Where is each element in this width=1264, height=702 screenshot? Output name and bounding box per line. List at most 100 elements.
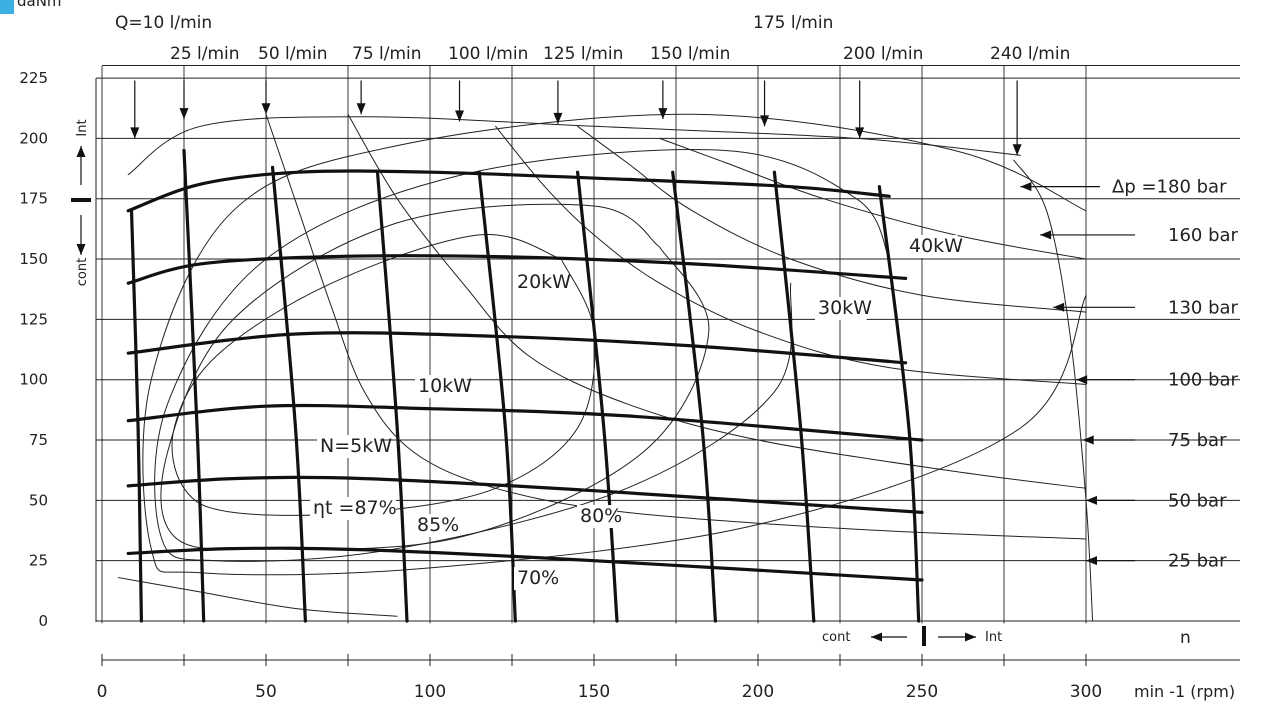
flow-line-2 xyxy=(270,165,307,623)
flow-line-5 xyxy=(576,170,619,623)
efficiency-contour-2 xyxy=(154,149,890,562)
pressure-label-2: 130 bar xyxy=(1168,297,1239,318)
flow-arrow-8-head xyxy=(855,127,865,139)
arrow-cont-left-head xyxy=(76,244,86,255)
flow-line-8 xyxy=(877,185,921,623)
legend-int-left: Int xyxy=(75,119,90,136)
x-tick-label-0: 0 xyxy=(97,682,108,702)
flow-label-1: 25 l/min xyxy=(170,44,240,64)
x-tick-label-5: 250 xyxy=(906,682,938,702)
pressure-line-1 xyxy=(126,475,924,514)
y-tick-label-2: 50 xyxy=(29,491,48,509)
flow-arrow-9-head xyxy=(1012,144,1022,156)
power-curve-2 xyxy=(495,125,1087,385)
flow-arrow-6-head xyxy=(658,108,668,120)
power-label-2: 20kW xyxy=(517,271,571,293)
flow-line-0 xyxy=(129,209,143,623)
power-label-4-bg xyxy=(906,235,958,258)
legend-int-bottom: Int xyxy=(985,630,1002,645)
flow-label-7: 175 l/min xyxy=(753,13,833,33)
pressure-label-3: 100 bar xyxy=(1168,370,1239,391)
efficiency-label-2: 80% xyxy=(580,505,622,527)
pressure-arrow-2-head xyxy=(1053,302,1065,312)
y-tick-label-5: 125 xyxy=(19,310,48,328)
efficiency-label-3-bg xyxy=(514,567,555,590)
power-label-1: 10kW xyxy=(418,375,472,397)
efficiency-contour-3 xyxy=(142,113,1087,576)
y-tick-label-0: 0 xyxy=(38,612,48,630)
pressure-arrow-3-head xyxy=(1076,375,1088,385)
x-axis-label: min -1 (rpm) xyxy=(1134,682,1235,701)
pressure-label-1: 160 bar xyxy=(1168,225,1239,246)
pressure-arrow-4-head xyxy=(1082,435,1094,445)
corner-marker xyxy=(0,0,14,14)
y-tick-label-8: 200 xyxy=(19,129,48,147)
power-label-0: N=5kW xyxy=(320,435,392,457)
efficiency-label-1: 85% xyxy=(417,514,459,536)
flow-arrow-5-head xyxy=(553,112,563,124)
y-tick-label-9: 225 xyxy=(19,69,48,87)
flow-arrow-2-head xyxy=(261,103,271,115)
max-speed-curve xyxy=(1013,159,1094,622)
flow-label-5: 125 l/min xyxy=(543,44,623,64)
efficiency-label-2-bg xyxy=(577,505,618,528)
flow-label-8: 200 l/min xyxy=(843,44,923,64)
power-label-0-bg xyxy=(317,435,380,458)
legend-cont-left: cont xyxy=(75,258,90,286)
legend-cont-bottom: cont xyxy=(822,630,850,645)
pressure-label-6: 25 bar xyxy=(1168,551,1227,572)
y-tick-label-4: 100 xyxy=(19,371,48,389)
efficiency-label-0: ηt =87% xyxy=(313,497,397,519)
arrow-int-bottom-head xyxy=(965,632,976,642)
x-tick-label-2: 100 xyxy=(414,682,446,702)
pressure-arrow-6-head xyxy=(1086,556,1097,566)
arrow-int-left-head xyxy=(76,146,86,157)
efficiency-label-3: 70% xyxy=(517,567,559,589)
power-curve-0 xyxy=(265,113,1087,540)
flow-arrow-4-head xyxy=(455,110,465,122)
efficiency-label-0-bg xyxy=(310,497,396,520)
flow-label-3: 75 l/min xyxy=(352,44,422,64)
x-tick-label-6: 300 xyxy=(1070,682,1102,702)
x-tick-label-1: 50 xyxy=(255,682,277,702)
flow-label-0: Q=10 l/min xyxy=(115,13,212,33)
y-tick-label-1: 25 xyxy=(29,552,48,570)
y-tick-label-7: 175 xyxy=(19,190,48,208)
flow-line-7 xyxy=(772,170,816,623)
pressure-arrow-0-head xyxy=(1020,182,1032,192)
pressure-label-0: Δp =180 bar xyxy=(1112,177,1227,198)
power-curve-4 xyxy=(659,137,1087,260)
corner-label: daNm xyxy=(17,0,62,10)
top-envelope-curve xyxy=(127,116,1021,176)
pressure-label-4: 75 bar xyxy=(1168,430,1227,451)
flow-label-6: 150 l/min xyxy=(650,44,730,64)
flow-line-3 xyxy=(375,170,409,623)
cont-int-divider-bottom xyxy=(922,626,926,646)
flow-label-9: 240 l/min xyxy=(990,44,1070,64)
cont-int-divider-left xyxy=(71,198,91,202)
y-tick-label-3: 75 xyxy=(29,431,48,449)
efficiency-contour-1 xyxy=(160,203,710,550)
power-label-2-bg xyxy=(514,271,566,294)
y-tick-label-6: 150 xyxy=(19,250,48,268)
power-label-1-bg xyxy=(415,375,467,398)
flow-arrow-0-head xyxy=(130,127,140,139)
flow-line-1 xyxy=(182,148,206,623)
flow-arrow-1-head xyxy=(179,108,189,120)
pressure-line-4 xyxy=(126,254,908,285)
power-label-3-bg xyxy=(815,297,867,320)
power-label-4: 40kW xyxy=(909,235,963,257)
pressure-line-2 xyxy=(126,403,924,442)
flow-arrow-3-head xyxy=(356,103,366,115)
efficiency-label-1-bg xyxy=(414,514,455,537)
pressure-line-0 xyxy=(126,546,924,582)
flow-line-6 xyxy=(671,170,717,623)
flow-arrow-7-head xyxy=(760,115,770,127)
pressure-label-5: 50 bar xyxy=(1168,490,1227,511)
power-curve-3 xyxy=(577,125,1087,313)
pressure-arrow-5-head xyxy=(1086,495,1097,505)
bottom-efficiency-curve xyxy=(117,577,398,617)
power-label-3: 30kW xyxy=(818,297,872,319)
